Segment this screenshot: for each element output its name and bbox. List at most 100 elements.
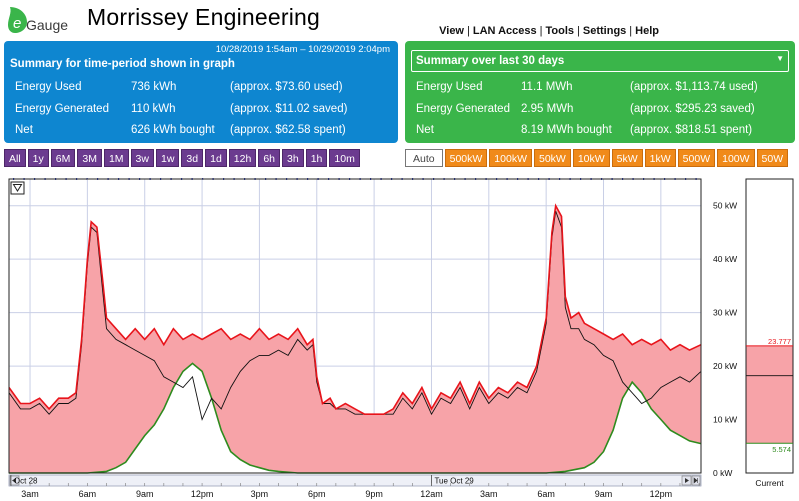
row-label: Energy Generated bbox=[416, 103, 510, 115]
date-label: Oct 28 bbox=[14, 477, 38, 486]
y-tick-label: 20 kW bbox=[713, 361, 737, 371]
range-button-1m[interactable]: 1M bbox=[103, 149, 129, 167]
summary-row-net: Net 626 kWh bought (approx. $62.58 spent… bbox=[4, 124, 398, 141]
y-tick-label: 40 kW bbox=[713, 254, 737, 264]
chart-menu-button[interactable] bbox=[10, 181, 25, 195]
x-tick-label: 6am bbox=[537, 489, 555, 499]
nav-view[interactable]: View bbox=[439, 25, 464, 37]
row-label: Energy Generated bbox=[15, 103, 109, 115]
scale-button-50kw[interactable]: 50kW bbox=[533, 149, 571, 167]
generated-area bbox=[9, 363, 701, 473]
row-label: Energy Used bbox=[416, 81, 483, 93]
summary-period-select[interactable]: Summary over last 30 days ▼ bbox=[411, 50, 789, 72]
time-range-buttons: All 1y 6M 3M 1M 3w 1w 3d 1d 12h 6h 3h 1h… bbox=[4, 149, 360, 167]
scale-button-500w[interactable]: 500W bbox=[677, 149, 716, 167]
x-tick-label: 3am bbox=[480, 489, 498, 499]
nav-separator: | bbox=[539, 25, 543, 37]
range-button-6h[interactable]: 6h bbox=[258, 149, 281, 167]
nav-help[interactable]: Help bbox=[635, 25, 659, 37]
net-line bbox=[8, 210, 702, 421]
row-label: Net bbox=[15, 124, 33, 136]
x-tick-label: 6am bbox=[79, 489, 97, 499]
row-note: (approx. $295.23 saved) bbox=[630, 103, 755, 115]
thirty-day-summary-panel: Summary over last 30 days ▼ Energy Used … bbox=[405, 41, 795, 143]
row-value: 2.95 MWh bbox=[521, 103, 574, 115]
row-note: (approx. $11.02 saved) bbox=[230, 103, 348, 115]
nav-separator: | bbox=[467, 25, 470, 37]
row-value: 736 kWh bbox=[131, 81, 177, 93]
plot-border bbox=[8, 178, 702, 474]
power-chart[interactable]: 0 kW 10 kW 20 kW 30 kW 40 kW 50 kW Oct 28 Tue O… bbox=[0, 172, 799, 501]
range-button-10m[interactable]: 10m bbox=[329, 149, 360, 167]
period-summary-panel: 10/28/2019 1:54am – 10/29/2019 2:04pm Su… bbox=[4, 41, 398, 143]
scale-button-10kw[interactable]: 10kW bbox=[572, 149, 610, 167]
generated-line bbox=[9, 362, 702, 474]
current-used-bar bbox=[746, 345, 793, 444]
row-label: Net bbox=[416, 124, 434, 136]
date-label: Tue Oct 29 bbox=[434, 477, 474, 486]
x-tick-label: 9pm bbox=[365, 489, 383, 499]
row-note: (approx. $62.58 spent) bbox=[230, 124, 346, 136]
y-tick-label: 0 kW bbox=[713, 468, 732, 478]
nav-separator: | bbox=[577, 25, 580, 37]
current-used-value: 23.777 bbox=[768, 337, 791, 346]
range-button-all[interactable]: All bbox=[4, 149, 26, 167]
x-tick-label: 12pm bbox=[650, 489, 673, 499]
nav-lan-access[interactable]: LAN Access bbox=[472, 25, 537, 37]
row-note: (approx. $73.60 used) bbox=[230, 81, 343, 93]
summary-row-used: Energy Used 736 kWh (approx. $73.60 used… bbox=[4, 81, 398, 98]
nav-settings[interactable]: Settings bbox=[582, 25, 627, 37]
x-tick-label: 3pm bbox=[251, 489, 269, 499]
range-button-1h[interactable]: 1h bbox=[305, 149, 328, 167]
nav-separator: | bbox=[629, 25, 633, 37]
x-tick-label: 12am bbox=[420, 489, 443, 499]
leaf-icon: e bbox=[8, 7, 27, 33]
x-tick-label: 12pm bbox=[191, 489, 214, 499]
summary-row-generated: Energy Generated 2.95 MWh (approx. $295.… bbox=[405, 103, 795, 120]
dropdown-caret-icon: ▼ bbox=[776, 54, 784, 63]
egauge-logo[interactable]: e Gauge bbox=[6, 4, 82, 36]
summary-row-generated: Energy Generated 110 kWh (approx. $11.02… bbox=[4, 103, 398, 120]
y-tick-label: 30 kW bbox=[713, 308, 737, 318]
svg-text:e: e bbox=[13, 15, 21, 32]
range-button-6m[interactable]: 6M bbox=[50, 149, 76, 167]
top-nav: View | LAN Access | Tools | Settings | Help bbox=[439, 25, 659, 37]
power-chart-svg[interactable]: 0 kW 10 kW 20 kW 30 kW 40 kW 50 kW Oct 28 Tue O… bbox=[0, 172, 799, 501]
chevron-down-icon bbox=[12, 184, 23, 192]
scale-button-100w[interactable]: 100W bbox=[717, 149, 755, 167]
nav-tools[interactable]: Tools bbox=[545, 25, 575, 37]
summary-period-title: Summary over last 30 days bbox=[416, 55, 565, 67]
range-button-1w[interactable]: 1w bbox=[155, 149, 180, 167]
arrow-right-icon bbox=[685, 478, 689, 483]
scale-button-500kw[interactable]: 500kW bbox=[444, 149, 488, 167]
scale-button-auto[interactable]: Auto bbox=[405, 149, 443, 167]
row-value: 8.19 MWh bought bbox=[521, 124, 612, 136]
row-value: 11.1 MWh bbox=[521, 81, 573, 93]
y-tick-label: 50 kW bbox=[713, 201, 737, 211]
scale-button-100kw[interactable]: 100kW bbox=[489, 149, 532, 167]
scale-buttons: Auto 500kW 100kW 50kW 10kW 5kW 1kW 500W … bbox=[405, 149, 789, 167]
site-title: Morrissey Engineering bbox=[87, 4, 321, 30]
y-tick-label: 10 kW bbox=[713, 415, 737, 425]
range-button-3w[interactable]: 3w bbox=[130, 149, 154, 167]
range-button-3m[interactable]: 3M bbox=[77, 149, 102, 167]
range-button-3h[interactable]: 3h bbox=[282, 149, 304, 167]
row-note: (approx. $818.51 spent) bbox=[630, 124, 753, 136]
current-label: Current bbox=[755, 478, 784, 488]
row-value: 110 kWh bbox=[131, 103, 176, 115]
range-button-3d[interactable]: 3d bbox=[181, 149, 204, 167]
range-button-12h[interactable]: 12h bbox=[228, 149, 257, 167]
x-tick-label: 6pm bbox=[308, 489, 326, 499]
x-tick-label: 3am bbox=[21, 489, 39, 499]
scale-button-5kw[interactable]: 5kW bbox=[611, 149, 643, 167]
range-button-1y[interactable]: 1y bbox=[27, 149, 49, 167]
x-tick-label: 9am bbox=[136, 489, 154, 499]
arrow-left-icon bbox=[12, 478, 16, 483]
current-generated-value: 5.574 bbox=[772, 445, 791, 454]
logo-wordmark: Gauge bbox=[26, 17, 69, 33]
summary-row-used: Energy Used 11.1 MWh (approx. $1,113.74 … bbox=[405, 81, 795, 98]
scale-button-50w[interactable]: 50W bbox=[756, 149, 789, 167]
range-button-1d[interactable]: 1d bbox=[205, 149, 227, 167]
scale-button-1kw[interactable]: 1kW bbox=[644, 149, 676, 167]
used-line bbox=[8, 203, 702, 415]
